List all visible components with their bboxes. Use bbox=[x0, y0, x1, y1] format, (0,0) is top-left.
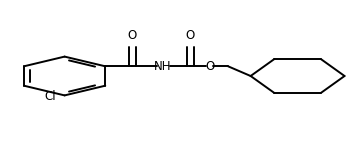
Text: O: O bbox=[206, 60, 215, 73]
Text: O: O bbox=[128, 29, 137, 42]
Text: Cl: Cl bbox=[44, 90, 56, 103]
Text: O: O bbox=[186, 29, 195, 42]
Text: NH: NH bbox=[154, 60, 172, 73]
